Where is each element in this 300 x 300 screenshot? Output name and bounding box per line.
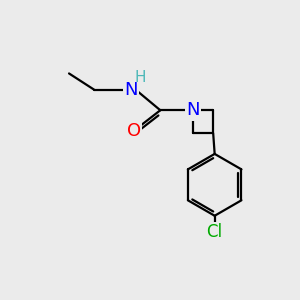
Text: N: N <box>124 81 138 99</box>
Text: Cl: Cl <box>207 223 223 241</box>
Text: H: H <box>134 70 146 85</box>
Text: O: O <box>127 122 141 140</box>
Text: N: N <box>186 101 200 119</box>
